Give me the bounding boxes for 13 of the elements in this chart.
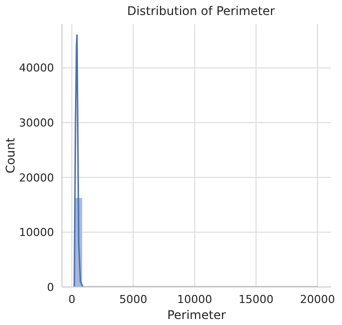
x-axis-title: Perimeter — [167, 308, 226, 322]
y-tick-label: 20000 — [19, 171, 54, 184]
x-tick-label: 10000 — [177, 292, 212, 306]
x-tick-label: 20000 — [300, 292, 335, 306]
y-tick-label: 0 — [47, 280, 54, 294]
y-tick-label: 40000 — [19, 62, 54, 75]
x-tick-label: 0 — [68, 292, 76, 306]
y-tick-label: 30000 — [19, 116, 54, 130]
y-tick-label: 10000 — [19, 226, 54, 240]
chart-title: Distribution of Perimeter — [126, 4, 276, 18]
x-tick-label: 5000 — [119, 292, 148, 306]
y-axis-title: Count — [3, 137, 18, 174]
x-tick-label: 15000 — [238, 292, 274, 306]
